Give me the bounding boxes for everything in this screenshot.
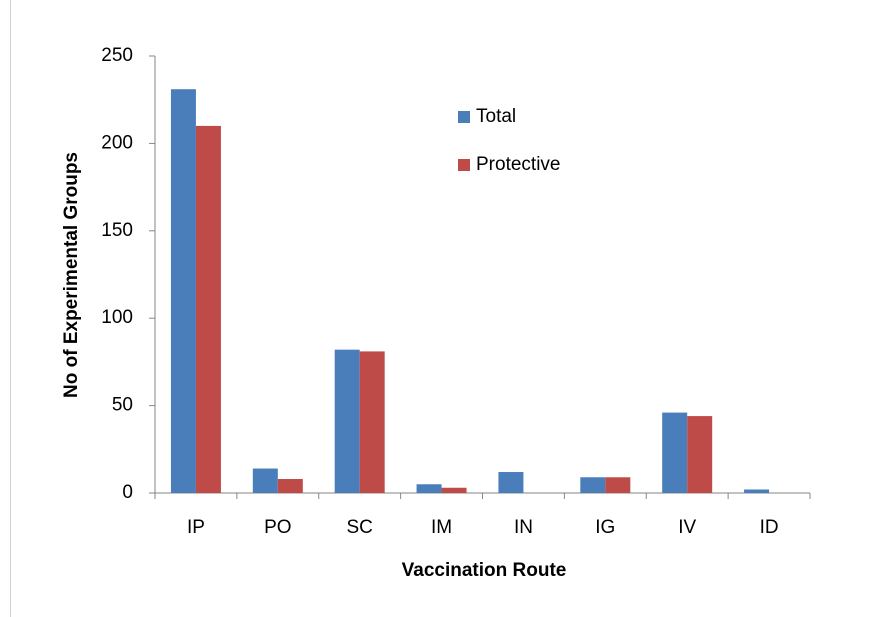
legend-swatch bbox=[458, 111, 470, 123]
bar bbox=[334, 349, 360, 493]
y-tick-label: 50 bbox=[112, 395, 133, 416]
bar bbox=[359, 351, 385, 493]
bar bbox=[687, 416, 713, 493]
x-tick-label: ID bbox=[760, 517, 779, 538]
y-tick-label: 150 bbox=[101, 220, 133, 241]
y-tick-label: 0 bbox=[122, 482, 133, 503]
x-tick-label: IM bbox=[431, 517, 452, 538]
y-tick-label: 100 bbox=[101, 307, 133, 328]
x-tick-label: IG bbox=[595, 517, 615, 538]
x-tick-label: SC bbox=[346, 517, 372, 538]
x-tick-label: PO bbox=[264, 517, 291, 538]
legend-swatch bbox=[458, 159, 470, 171]
bar bbox=[416, 484, 442, 493]
x-tick-label: IN bbox=[514, 517, 533, 538]
x-axis-label: Vaccination Route bbox=[402, 560, 567, 581]
legend-label: Total bbox=[476, 106, 516, 127]
bar bbox=[498, 472, 524, 493]
bar bbox=[580, 477, 606, 493]
bar bbox=[170, 89, 196, 493]
x-tick-label: IP bbox=[187, 517, 205, 538]
chart-frame bbox=[10, 0, 11, 617]
bar bbox=[441, 487, 467, 493]
y-tick-label: 200 bbox=[101, 132, 133, 153]
bar bbox=[744, 489, 770, 493]
bar bbox=[195, 125, 221, 494]
bar bbox=[277, 479, 303, 493]
bar bbox=[662, 412, 688, 493]
legend-label: Protective bbox=[476, 154, 560, 175]
y-axis-label: No of Experimental Groups bbox=[61, 152, 82, 398]
bar bbox=[605, 477, 631, 493]
y-tick-label: 250 bbox=[101, 45, 133, 66]
x-tick-label: IV bbox=[678, 517, 696, 538]
bar bbox=[252, 468, 278, 493]
